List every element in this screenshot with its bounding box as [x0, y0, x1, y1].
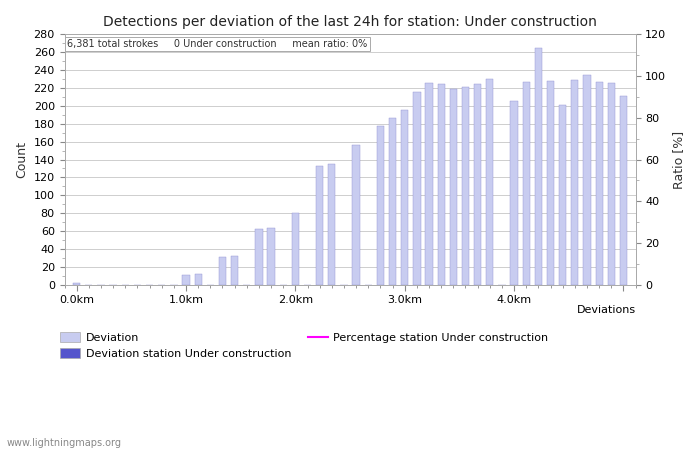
- Bar: [389, 118, 396, 285]
- Bar: [571, 80, 578, 285]
- Bar: [73, 283, 80, 285]
- Bar: [523, 82, 530, 285]
- Bar: [596, 82, 603, 285]
- Bar: [328, 164, 335, 285]
- Text: 6,381 total strokes     0 Under construction     mean ratio: 0%: 6,381 total strokes 0 Under construction…: [67, 39, 368, 50]
- Y-axis label: Ratio [%]: Ratio [%]: [672, 130, 685, 189]
- Bar: [195, 274, 202, 285]
- Bar: [608, 83, 615, 285]
- Bar: [474, 84, 482, 285]
- Text: Deviations: Deviations: [577, 305, 636, 315]
- Bar: [462, 87, 469, 285]
- Bar: [583, 76, 591, 285]
- Bar: [413, 92, 421, 285]
- Bar: [353, 145, 360, 285]
- Y-axis label: Count: Count: [15, 141, 28, 178]
- Bar: [183, 275, 190, 285]
- Bar: [449, 89, 457, 285]
- Legend: Deviation, Deviation station Under construction, Percentage station Under constr: Deviation, Deviation station Under const…: [60, 332, 549, 359]
- Bar: [535, 48, 542, 285]
- Bar: [377, 126, 384, 285]
- Bar: [401, 110, 408, 285]
- Bar: [438, 84, 444, 285]
- Bar: [256, 229, 262, 285]
- Text: www.lightningmaps.org: www.lightningmaps.org: [7, 438, 122, 448]
- Bar: [292, 213, 299, 285]
- Bar: [559, 105, 566, 285]
- Bar: [486, 79, 493, 285]
- Title: Detections per deviation of the last 24h for station: Under construction: Detections per deviation of the last 24h…: [103, 15, 597, 29]
- Bar: [316, 166, 323, 285]
- Bar: [267, 228, 274, 285]
- Bar: [510, 101, 518, 285]
- Bar: [620, 96, 627, 285]
- Bar: [547, 81, 554, 285]
- Bar: [231, 256, 238, 285]
- Bar: [219, 257, 226, 285]
- Bar: [426, 83, 433, 285]
